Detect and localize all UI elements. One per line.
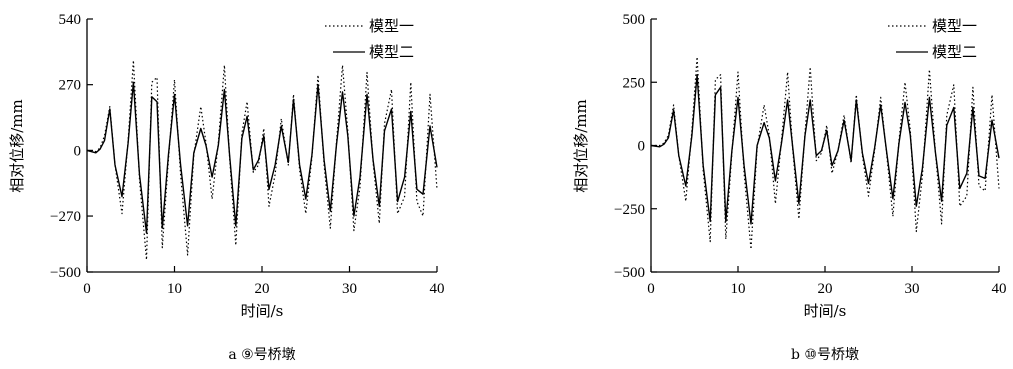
x-tick-label: 30 — [342, 281, 357, 297]
x-tick-label: 20 — [818, 281, 833, 297]
y-tick-label: 500 — [623, 12, 646, 28]
panel-caption: b ⑩号桥墩 — [791, 347, 859, 363]
legend-label-model-2: 模型二 — [932, 43, 977, 61]
y-tick-label: 0 — [74, 143, 82, 159]
legend: 模型一 模型二 — [325, 17, 414, 61]
y-tick-label: −500 — [614, 265, 645, 281]
legend: 模型一 模型二 — [888, 17, 977, 61]
y-tick-label: −500 — [50, 265, 81, 281]
y-tick-label: −270 — [50, 209, 81, 225]
y-tick-label: 0 — [638, 139, 646, 155]
y-axis-label: 相对位移/mm — [8, 99, 26, 193]
series-lines — [86, 59, 438, 261]
y-tick-label: 250 — [623, 75, 646, 91]
legend-label-model-2: 模型二 — [369, 43, 414, 61]
x-tick-label: 0 — [647, 281, 655, 297]
series-line-model-2 — [650, 73, 1000, 225]
series-line-model-2 — [86, 81, 438, 234]
y-tick-label: −250 — [614, 202, 645, 218]
y-tick-label: 270 — [59, 78, 82, 94]
y-axis-ticks: −500 −250 0 250 500 — [614, 12, 657, 281]
panel-caption: a ⑨号桥墩 — [228, 347, 295, 363]
series-line-model-1 — [651, 56, 1000, 250]
legend-label-model-1: 模型一 — [932, 17, 977, 35]
x-tick-label: 40 — [992, 281, 1007, 297]
x-tick-label: 0 — [83, 281, 91, 297]
x-axis-ticks: 0 10 20 30 40 — [647, 266, 1007, 297]
x-axis-ticks: 0 10 20 30 40 — [83, 266, 445, 297]
chart-panel-b: 0 10 20 30 40 −500 −250 0 250 500 相对位移/mm 时间/s b… — [572, 12, 1007, 363]
series-line-model-1 — [86, 59, 438, 261]
x-tick-label: 10 — [167, 281, 182, 297]
x-axis-label: 时间/s — [804, 302, 847, 320]
x-tick-label: 20 — [255, 281, 270, 297]
chart-panel-a: 0 10 20 30 40 −500 −270 0 270 540 相对位移/mm 时间/s a… — [8, 12, 445, 363]
x-tick-label: 40 — [430, 281, 445, 297]
x-axis-label: 时间/s — [241, 302, 284, 320]
x-tick-label: 10 — [731, 281, 746, 297]
x-tick-label: 30 — [905, 281, 920, 297]
legend-label-model-1: 模型一 — [369, 17, 414, 35]
series-lines — [650, 56, 1000, 250]
y-tick-label: 540 — [59, 12, 82, 28]
y-axis-label: 相对位移/mm — [572, 99, 590, 193]
